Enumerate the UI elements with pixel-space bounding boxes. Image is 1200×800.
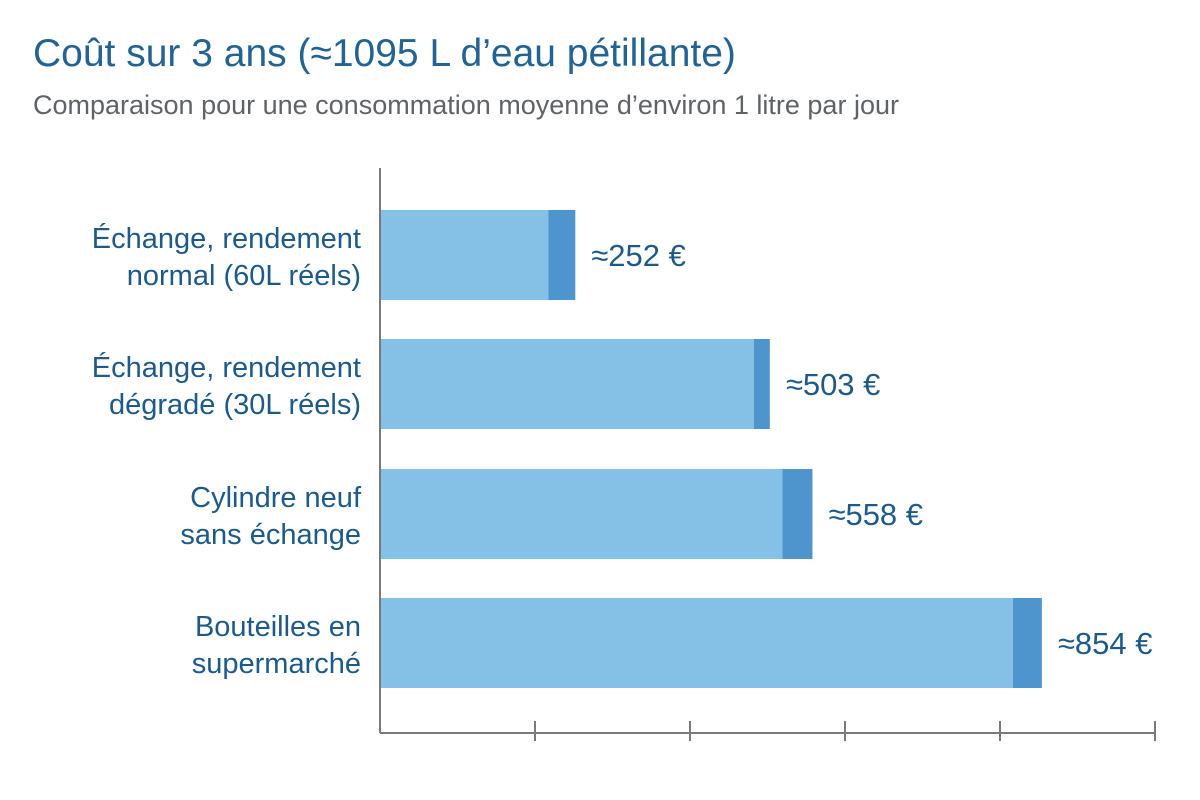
category-label: supermarché [192, 648, 361, 680]
value-label: ≈503 € [786, 367, 881, 402]
category-label: normal (60L réels) [127, 260, 361, 292]
value-label: ≈854 € [1058, 626, 1153, 661]
chart-subtitle: Comparaison pour une consommation moyenn… [33, 90, 899, 120]
category-label: sans échange [180, 519, 361, 551]
category-label: dégradé (30L réels) [109, 389, 361, 421]
value-label: ≈558 € [828, 497, 923, 532]
bar-end-accent [753, 339, 770, 429]
category-label: Échange, rendement [92, 222, 361, 255]
labels-layer: ≈252 € Échange, rendement normal (60L réel… [92, 222, 1153, 680]
bar [380, 339, 754, 429]
bar-end-accent [1012, 598, 1042, 688]
bar [380, 469, 783, 559]
chart-title: Coût sur 3 ans (≈1095 L d’eau pétillante… [33, 32, 736, 75]
value-label: ≈252 € [591, 238, 686, 273]
axis-layer [379, 168, 1156, 741]
category-label: Cylindre neuf [190, 482, 362, 514]
bar [380, 598, 1013, 688]
category-label: Échange, rendement [92, 351, 361, 384]
bar-end-accent [782, 469, 813, 559]
category-label: Bouteilles en [195, 611, 361, 643]
bar [380, 210, 549, 300]
bar-end-accent [548, 210, 576, 300]
bars-layer [380, 210, 1042, 688]
